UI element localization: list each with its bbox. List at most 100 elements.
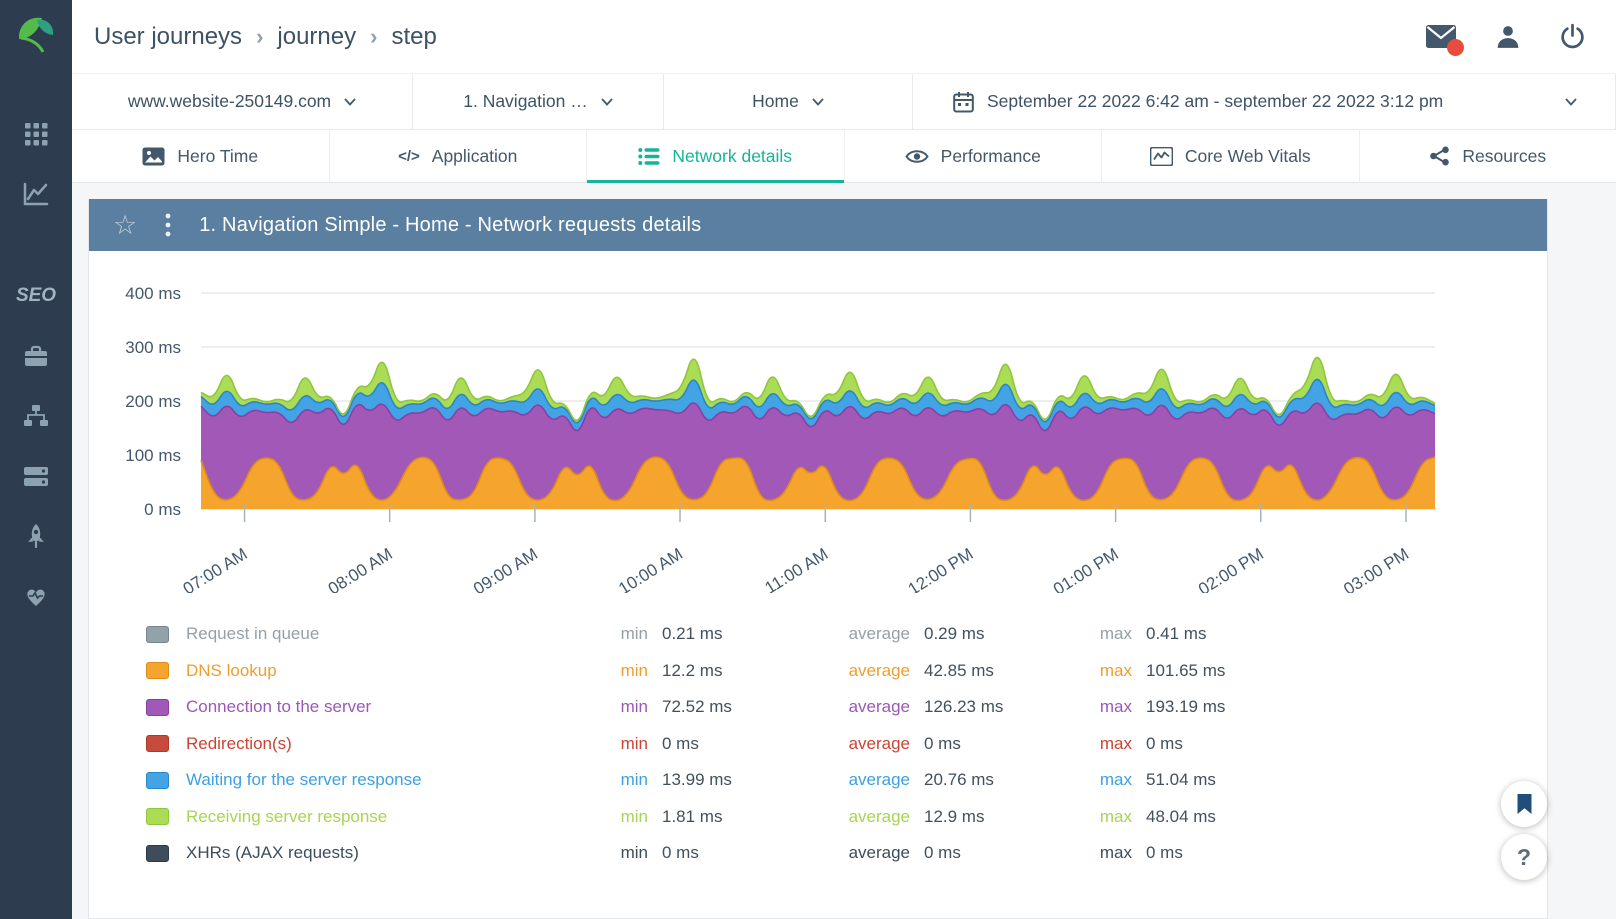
tab-label: Core Web Vitals <box>1184 145 1311 166</box>
question-mark-icon: ? <box>1516 843 1532 870</box>
stat-label-min: min <box>620 770 648 790</box>
vitals-chart-icon <box>1149 146 1173 166</box>
help-fab[interactable]: ? <box>1501 834 1547 880</box>
sidebar-item-business[interactable] <box>0 326 72 386</box>
tab-application[interactable]: </> Application <box>330 130 587 182</box>
tab-label: Hero Time <box>177 145 259 166</box>
stat-value-max: 101.65 ms <box>1146 660 1226 680</box>
chart-legend: Request in queue min 0.21 ms average 0.29 ms… <box>89 598 1547 892</box>
network-list-icon <box>638 147 660 165</box>
stat-value-average: 12.9 ms <box>924 806 985 826</box>
kebab-menu-icon <box>165 213 171 237</box>
sidebar-item-servers[interactable] <box>0 446 72 506</box>
legend-series-name: XHRs (AJAX requests) <box>186 843 359 863</box>
stat-label-min: min <box>620 624 648 644</box>
account-button[interactable] <box>1495 24 1521 50</box>
breadcrumb-journey[interactable]: journey <box>277 22 357 50</box>
stat-value-average: 20.76 ms <box>924 770 994 790</box>
stat-value-average: 0.29 ms <box>924 624 985 644</box>
tab-resources[interactable]: Resources <box>1360 130 1616 182</box>
website-selector[interactable]: www.website-250149.com <box>72 74 413 129</box>
main-area: User journeys › journey › step <box>72 0 1616 919</box>
tab-performance[interactable]: Performance <box>845 130 1102 182</box>
x-axis-label: 03:00 PM <box>1340 544 1412 593</box>
stat-label-average: average <box>848 806 910 826</box>
panel-menu-button[interactable] <box>165 213 171 237</box>
tab-label: Network details <box>672 145 793 166</box>
y-axis-label: 0 ms <box>144 500 181 519</box>
bookmark-fab[interactable] <box>1501 781 1547 827</box>
sidebar-item-dashboard[interactable] <box>0 104 72 164</box>
sidebar-item-analytics[interactable] <box>0 164 72 224</box>
breadcrumb-separator: › <box>256 23 264 49</box>
x-axis-label: 07:00 AM <box>180 544 251 593</box>
legend-row-receiving[interactable]: Receiving server response min 1.81 ms avera… <box>146 799 1547 836</box>
seo-label: SEO <box>15 285 57 306</box>
stat-value-average: 0 ms <box>924 843 961 863</box>
sitemap-icon <box>24 405 48 426</box>
tab-hero-time[interactable]: Hero Time <box>72 130 330 182</box>
stat-value-max: 48.04 ms <box>1146 806 1216 826</box>
stat-value-min: 0 ms <box>662 843 699 863</box>
legend-row-queue[interactable]: Request in queue min 0.21 ms average 0.29 ms… <box>146 616 1547 653</box>
legend-series-name: Connection to the server <box>186 697 372 717</box>
legend-swatch <box>146 771 169 789</box>
stat-label-average: average <box>848 733 910 753</box>
stat-value-max: 0 ms <box>1146 843 1183 863</box>
x-axis-label: 08:00 AM <box>325 544 396 593</box>
logout-button[interactable] <box>1559 23 1586 50</box>
briefcase-icon <box>25 345 47 366</box>
stat-label-min: min <box>620 806 648 826</box>
panel-header: ☆ 1. Navigation Simple - Home - Network … <box>89 199 1547 251</box>
legend-row-waiting[interactable]: Waiting for the server response min 13.99 … <box>146 762 1547 799</box>
y-axis-label: 400 ms <box>125 284 181 303</box>
stat-value-min: 1.81 ms <box>662 806 723 826</box>
tab-network-details[interactable]: Network details <box>587 130 845 183</box>
stat-value-min: 0.21 ms <box>662 624 723 644</box>
stat-label-min: min <box>620 660 648 680</box>
y-axis-label: 300 ms <box>125 338 181 357</box>
date-range-value: September 22 2022 6:42 am - september 22… <box>987 91 1444 111</box>
sidebar-item-sitemap[interactable] <box>0 386 72 446</box>
y-axis-label: 100 ms <box>125 446 181 465</box>
x-axis-label: 09:00 AM <box>470 544 541 593</box>
breadcrumb-user-journeys[interactable]: User journeys <box>94 22 243 50</box>
journey-selector[interactable]: 1. Navigation … <box>413 74 664 129</box>
calendar-icon <box>953 91 974 112</box>
stat-label-max: max <box>1099 697 1132 717</box>
resources-nodes-icon <box>1430 146 1450 166</box>
date-range-selector[interactable]: September 22 2022 6:42 am - september 22… <box>913 74 1616 129</box>
stat-value-max: 193.19 ms <box>1146 697 1226 717</box>
legend-row-connection[interactable]: Connection to the server min 72.52 ms avera… <box>146 689 1547 726</box>
rocket-icon <box>28 524 44 548</box>
step-selector[interactable]: Home <box>664 74 913 129</box>
network-requests-chart[interactable]: 400 ms 300 ms 200 ms 100 ms 0 ms 07:00 AM 08:0… <box>89 283 1545 599</box>
panel-body: 400 ms 300 ms 200 ms 100 ms 0 ms 07:00 AM 08:0… <box>89 251 1547 892</box>
legend-row-dns[interactable]: DNS lookup min 12.2 ms average 42.85 ms max 10… <box>146 653 1547 690</box>
chart-area-layer <box>201 457 1435 509</box>
logo-leaf-right <box>37 19 54 35</box>
legend-row-xhr[interactable]: XHRs (AJAX requests) min 0 ms average 0 ms ma… <box>146 835 1547 872</box>
stat-value-average: 42.85 ms <box>924 660 994 680</box>
breadcrumb-step: step <box>391 22 437 50</box>
legend-swatch <box>146 625 169 643</box>
step-selector-value: Home <box>752 91 799 111</box>
legend-swatch <box>146 844 169 862</box>
chevron-down-icon <box>1565 97 1577 106</box>
legend-row-redirection[interactable]: Redirection(s) min 0 ms average 0 ms max 0 ms <box>146 726 1547 763</box>
tab-core-web-vitals[interactable]: Core Web Vitals <box>1102 130 1360 182</box>
x-axis-label: 02:00 PM <box>1195 544 1267 593</box>
x-axis-label: 12:00 PM <box>905 544 977 593</box>
stat-value-max: 0.41 ms <box>1146 624 1207 644</box>
report-tabs: Hero Time </> Application Network detail… <box>72 130 1616 183</box>
legend-swatch <box>146 735 169 753</box>
sidebar-item-speed[interactable] <box>0 506 72 566</box>
messages-button[interactable] <box>1425 24 1464 56</box>
sidebar-item-seo[interactable]: SEO <box>16 266 56 326</box>
legend-series-name: Receiving server response <box>186 806 388 826</box>
app-logo[interactable] <box>15 13 57 58</box>
sidebar-item-health[interactable] <box>0 566 72 626</box>
legend-series-name: Request in queue <box>186 624 320 644</box>
code-icon: </> <box>398 147 420 165</box>
favorite-star-icon[interactable]: ☆ <box>113 209 138 240</box>
